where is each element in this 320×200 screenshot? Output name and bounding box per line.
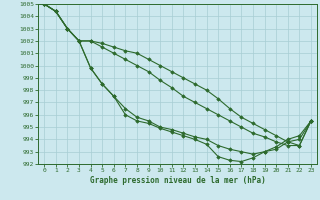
X-axis label: Graphe pression niveau de la mer (hPa): Graphe pression niveau de la mer (hPa) xyxy=(90,176,266,185)
